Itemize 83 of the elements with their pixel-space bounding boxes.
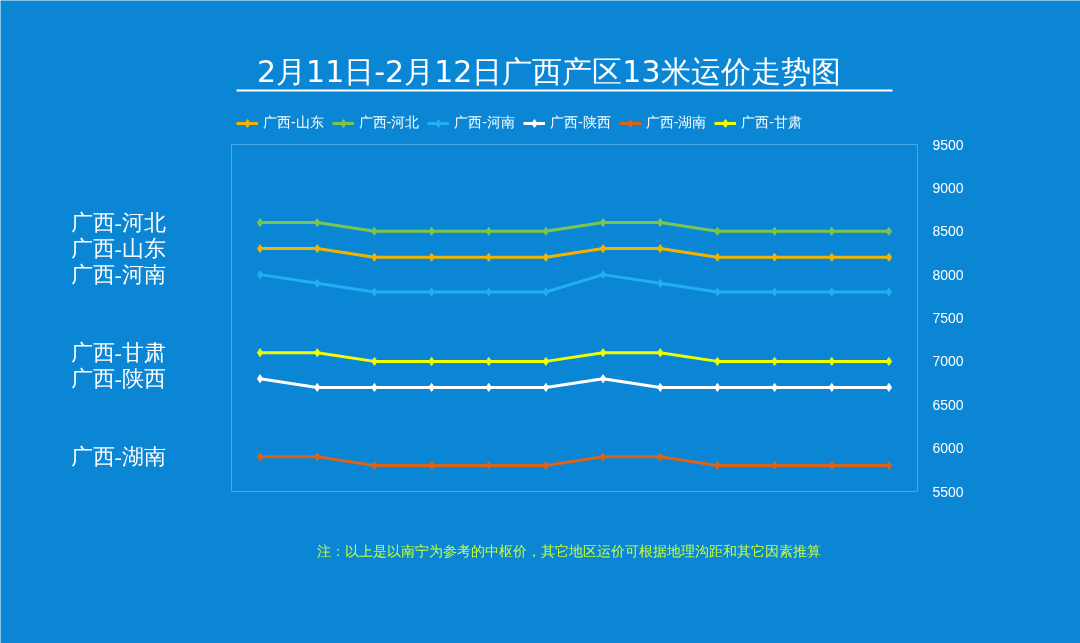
point [828, 252, 835, 262]
point [428, 226, 435, 236]
y-tick-label: 9000 [932, 179, 964, 196]
point [371, 382, 378, 392]
point [885, 252, 893, 262]
point [314, 218, 321, 228]
y-tick-label: 9500 [932, 136, 964, 153]
point [485, 287, 492, 297]
point [371, 356, 378, 366]
point [256, 348, 264, 358]
point [714, 287, 721, 297]
legend-label: 广西-河南 [454, 114, 516, 132]
point [485, 382, 492, 392]
text: 广西-甘肃 [70, 340, 166, 366]
point [542, 252, 550, 262]
legend-label: 广西-山东 [263, 114, 324, 132]
legend-label: 广西-陕西 [550, 114, 611, 132]
point [542, 226, 550, 236]
point [771, 287, 778, 297]
point [485, 460, 492, 470]
point [256, 374, 264, 384]
point [485, 356, 492, 366]
point [714, 382, 721, 392]
point [714, 226, 721, 236]
text: 广西-湖南 [70, 444, 166, 470]
point [371, 460, 378, 470]
point [599, 348, 607, 358]
text: 广西-陕西 [70, 366, 166, 392]
point [256, 270, 264, 280]
text: 广西-山东 [70, 236, 166, 262]
point [314, 278, 321, 288]
point [657, 382, 664, 392]
point [714, 356, 721, 366]
point [428, 382, 435, 392]
point [371, 226, 378, 236]
point [314, 244, 321, 254]
point [828, 382, 835, 392]
y-tick-label: 8500 [932, 223, 964, 240]
point [657, 278, 664, 288]
point [657, 452, 664, 462]
point [828, 287, 835, 297]
text: 广西-河北 [70, 210, 166, 236]
chart-title: 2月11日-2月12日广西产区13米运价走势图 [257, 53, 841, 89]
point [657, 348, 664, 358]
point [599, 270, 607, 280]
point [428, 252, 435, 262]
point [599, 374, 607, 384]
point [485, 226, 492, 236]
y-tick-label: 6000 [932, 440, 964, 457]
point [771, 252, 778, 262]
point [371, 287, 378, 297]
legend-label: 广西-河北 [358, 114, 420, 132]
y-tick-label: 8000 [932, 266, 964, 283]
y-tick-label: 7000 [932, 353, 964, 370]
legend-label: 广西-甘肃 [741, 114, 803, 132]
point [314, 348, 321, 358]
point [428, 460, 435, 470]
y-tick-label: 5500 [932, 483, 964, 500]
point [714, 252, 721, 262]
point [314, 382, 321, 392]
point [771, 356, 778, 366]
point [314, 452, 321, 462]
point [256, 452, 264, 462]
y-tick-label: 6500 [932, 396, 964, 413]
y-tick-label: 7500 [932, 310, 964, 326]
point [771, 460, 778, 470]
point [657, 218, 664, 228]
point [885, 226, 893, 236]
text: 注：以上是以南宁为参考的中枢价，其它地区运价可根据地理沟距和其它因素推算 [316, 542, 821, 559]
point [828, 226, 835, 236]
text: 广西-河南 [70, 262, 166, 288]
point [428, 356, 435, 366]
point [828, 460, 835, 470]
point [771, 382, 778, 392]
point [599, 452, 607, 462]
point [428, 287, 435, 297]
point [714, 460, 721, 470]
point [657, 244, 664, 254]
point [485, 252, 492, 262]
point [828, 356, 835, 366]
legend-label: 广西-湖南 [645, 114, 707, 132]
point [371, 252, 378, 262]
point [771, 226, 778, 236]
